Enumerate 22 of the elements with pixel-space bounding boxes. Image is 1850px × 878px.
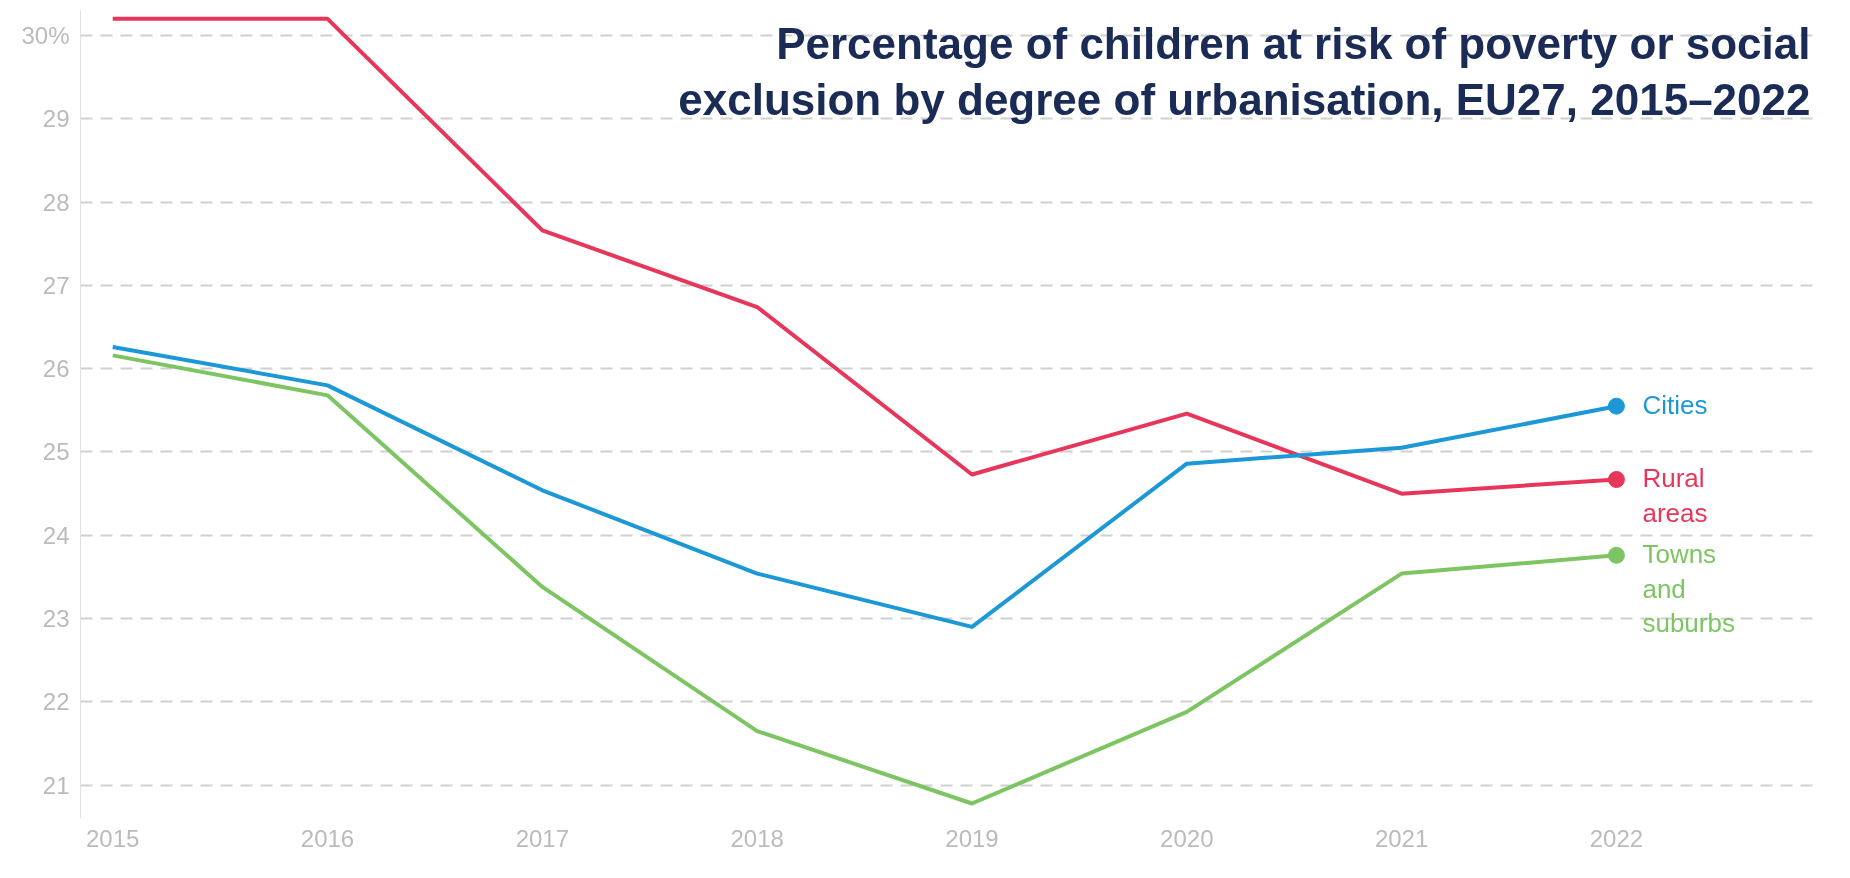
x-tick-label: 2017 xyxy=(515,824,570,852)
x-tick-label: 2021 xyxy=(1374,824,1429,852)
x-tick-label: 2020 xyxy=(1160,824,1214,852)
y-tick-label: 28 xyxy=(42,188,70,216)
y-tick-label: 23 xyxy=(42,605,70,633)
y-tick-label: 24 xyxy=(42,521,70,549)
x-tick-label: 2015 xyxy=(86,824,140,852)
x-tick-label: 2018 xyxy=(730,824,784,852)
y-tick-label: 29 xyxy=(42,105,70,133)
series-label: Cities xyxy=(1642,390,1708,421)
x-tick-label: 2016 xyxy=(300,824,355,852)
series-label: Towns and suburbs xyxy=(1642,539,1735,639)
y-tick-label: 25 xyxy=(42,438,70,466)
series-label: Rural areas xyxy=(1642,463,1708,528)
y-tick-label: 22 xyxy=(42,688,70,716)
y-tick-label: 26 xyxy=(42,355,70,383)
x-tick-label: 2022 xyxy=(1589,824,1644,852)
text: Percentage of children at risk of poverty or social exclusion by degree of urbanisation, EU27, 2015–2022 xyxy=(678,18,1811,124)
y-tick-label: 27 xyxy=(42,271,70,299)
y-tick-label: 30% xyxy=(21,21,70,49)
x-tick-label: 2019 xyxy=(945,824,999,852)
y-tick-label: 21 xyxy=(42,771,70,799)
